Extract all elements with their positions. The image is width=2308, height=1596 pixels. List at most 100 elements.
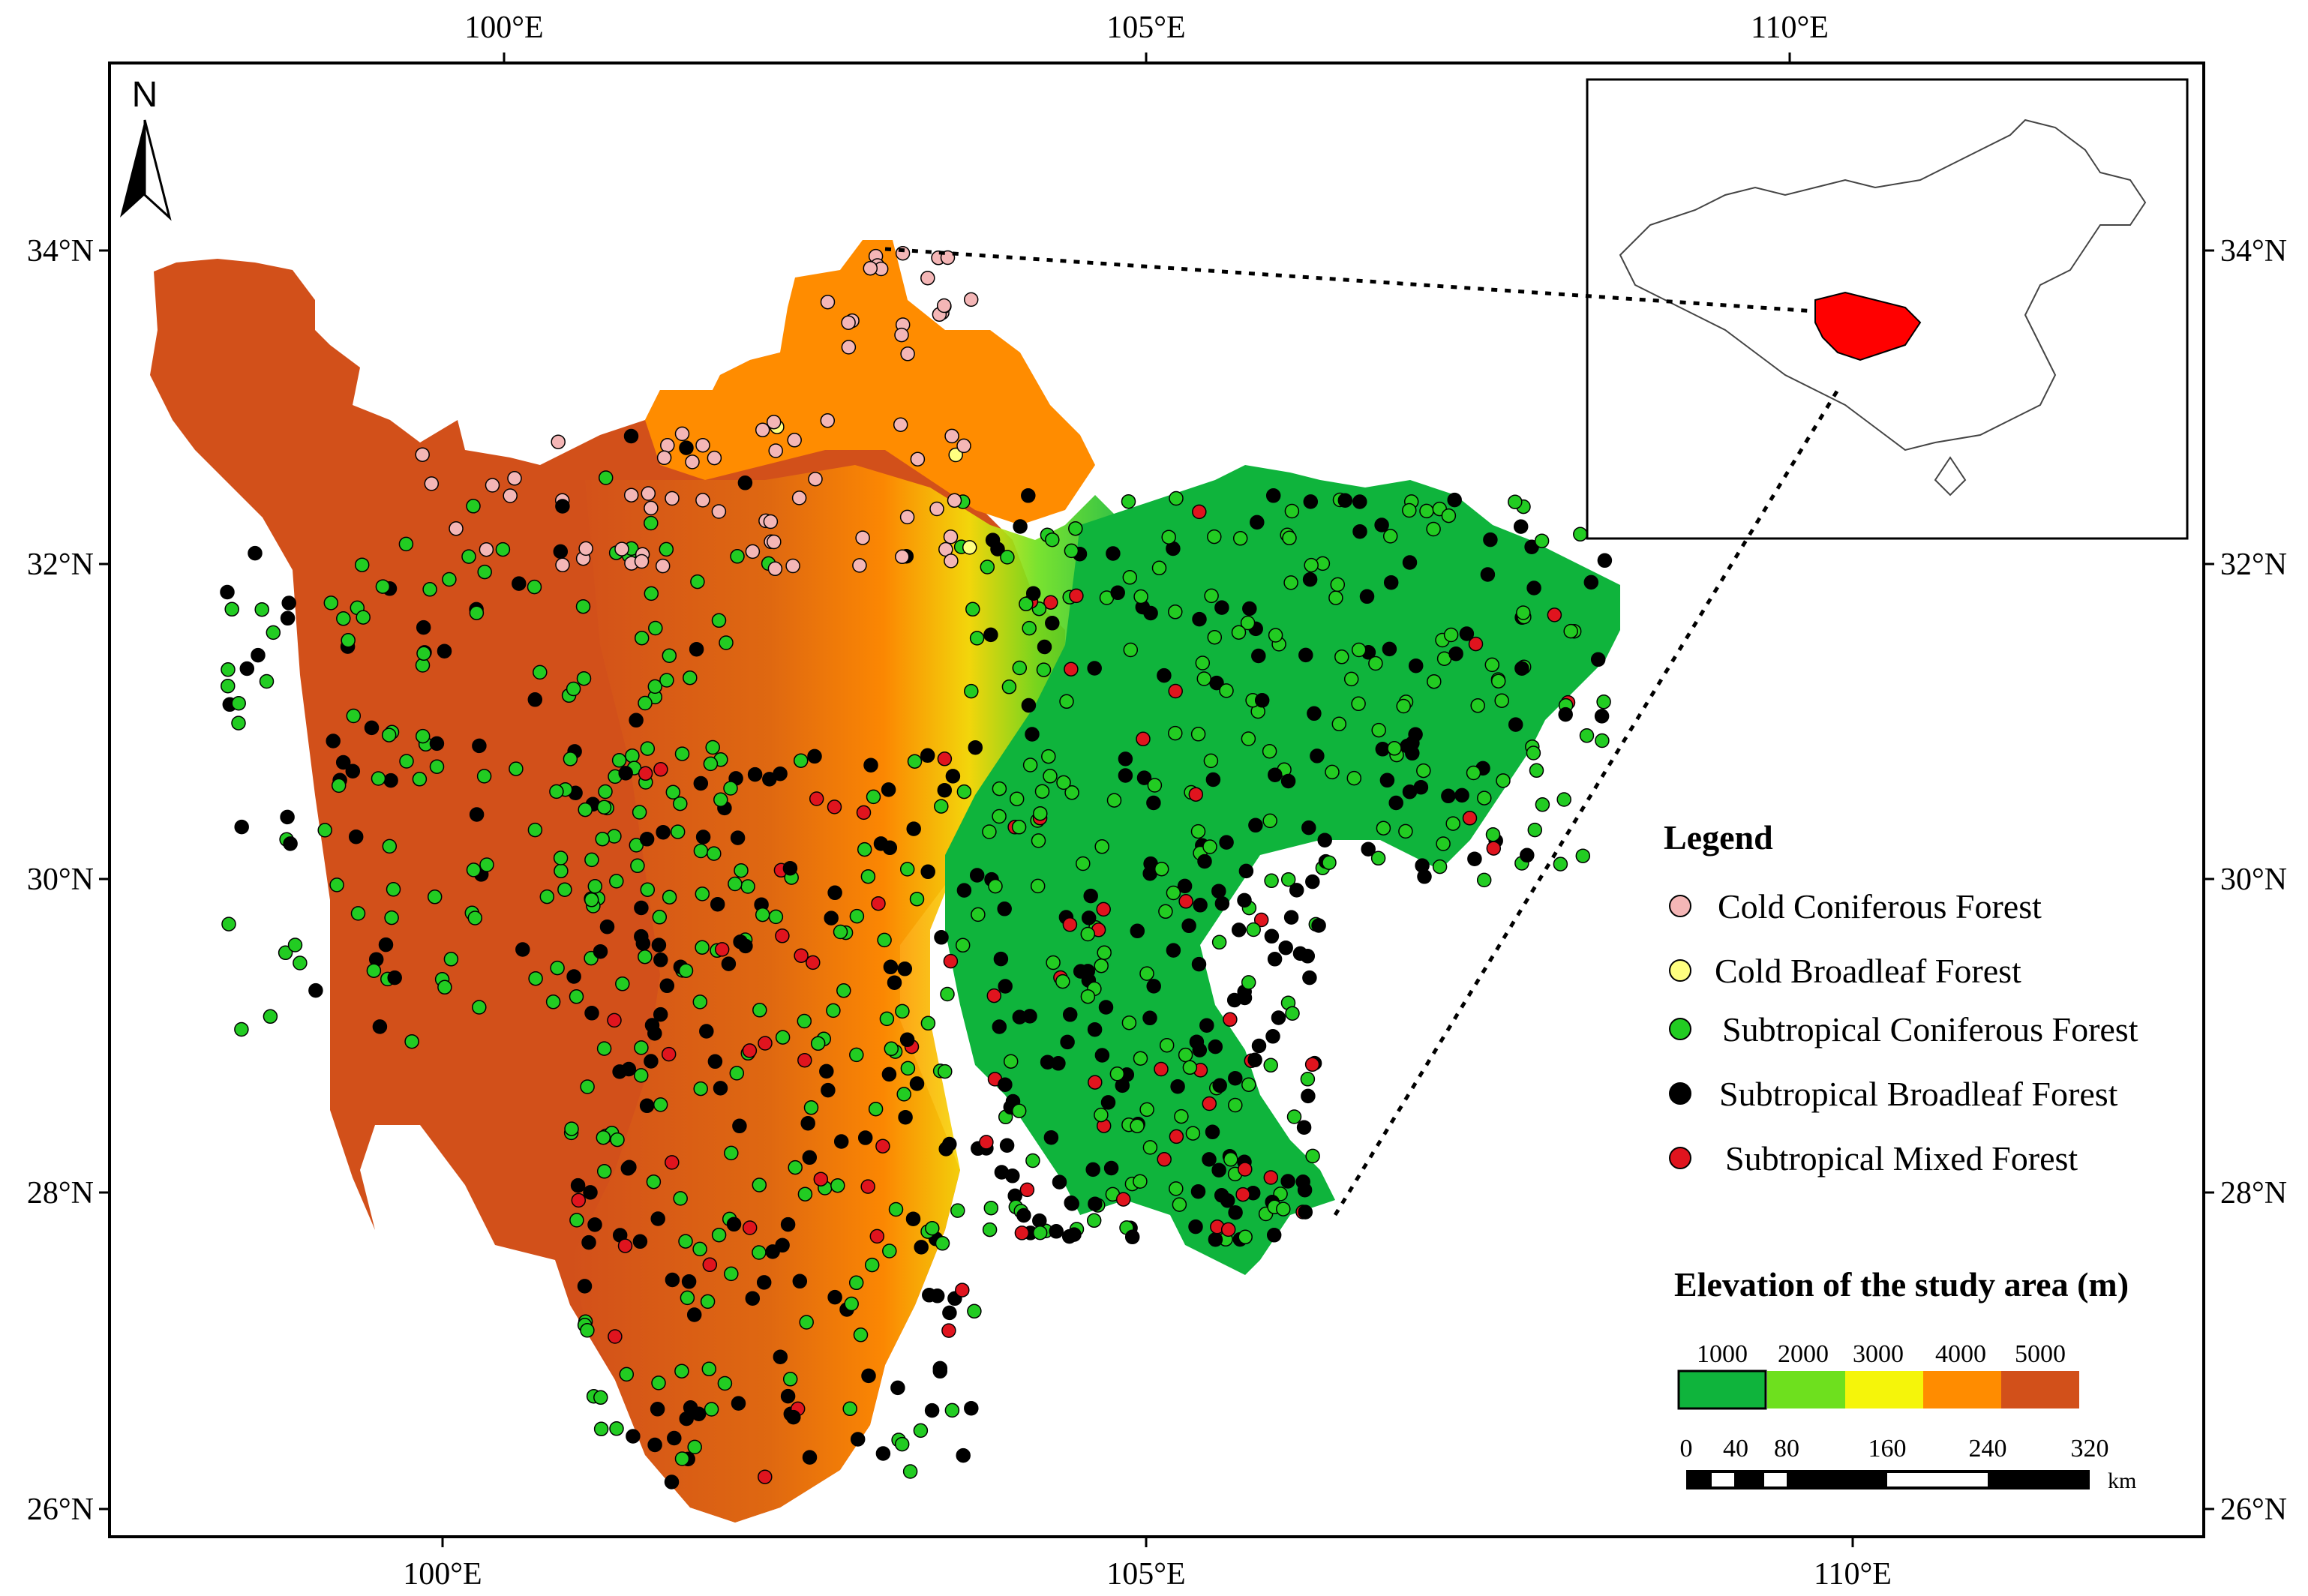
plot-point bbox=[1280, 872, 1296, 887]
plot-point bbox=[942, 1305, 957, 1321]
plot-point bbox=[528, 970, 543, 986]
plot-point bbox=[653, 1097, 668, 1112]
plot-point bbox=[890, 1380, 905, 1396]
plot-point bbox=[893, 417, 908, 432]
plot-point bbox=[1214, 600, 1229, 615]
plot-point bbox=[619, 1366, 635, 1382]
plot-point bbox=[466, 499, 481, 514]
plot-point bbox=[1069, 588, 1084, 604]
plot-point bbox=[938, 1142, 953, 1156]
plot-point bbox=[1052, 1174, 1067, 1190]
plot-point bbox=[248, 545, 263, 561]
plot-point bbox=[1190, 1184, 1206, 1199]
plot-point bbox=[566, 969, 581, 984]
plot-point bbox=[1246, 922, 1261, 938]
plot-point bbox=[802, 1150, 818, 1166]
plot-point bbox=[639, 832, 655, 847]
plot-point bbox=[1382, 641, 1397, 657]
plot-point bbox=[1202, 1152, 1217, 1167]
plot-point bbox=[1416, 763, 1431, 778]
plot-point bbox=[1188, 1219, 1203, 1234]
plot-point bbox=[664, 1474, 680, 1490]
plot-point bbox=[224, 602, 239, 617]
plot-point bbox=[1003, 1054, 1019, 1069]
plot-point bbox=[1594, 709, 1610, 724]
plot-point bbox=[555, 499, 570, 514]
plot-point bbox=[807, 748, 822, 764]
plot-point bbox=[871, 896, 886, 911]
bottom-longitude-axis: 100°E 105°E 110°E bbox=[403, 1537, 1892, 1592]
plot-point bbox=[1508, 717, 1523, 732]
plot-point bbox=[1228, 1204, 1243, 1220]
plot-point bbox=[1166, 885, 1181, 901]
plot-point bbox=[756, 1275, 772, 1290]
plot-point bbox=[1426, 521, 1441, 537]
plot-point bbox=[371, 771, 386, 786]
bottom-lon-label-105: 105°E bbox=[1106, 1557, 1185, 1592]
plot-point bbox=[1535, 797, 1550, 812]
plot-point bbox=[910, 452, 926, 466]
plot-point bbox=[356, 610, 371, 625]
top-lon-label-110: 110°E bbox=[1751, 10, 1829, 45]
plot-point bbox=[1490, 674, 1506, 688]
north-label: N bbox=[132, 75, 158, 115]
plot-point bbox=[632, 805, 647, 820]
plot-point bbox=[644, 500, 659, 516]
plot-point bbox=[674, 1451, 690, 1466]
legend-title: Legend bbox=[1664, 818, 1773, 856]
plot-point bbox=[634, 1040, 649, 1055]
plot-point bbox=[726, 1216, 742, 1232]
plot-point bbox=[730, 830, 746, 845]
plot-point bbox=[571, 1192, 587, 1208]
plot-point bbox=[1263, 1058, 1278, 1073]
plot-point bbox=[1085, 1162, 1100, 1178]
plot-point bbox=[1168, 604, 1183, 620]
plot-point bbox=[644, 586, 659, 602]
plot-point bbox=[593, 944, 608, 959]
right-lat-label-28: 28°N bbox=[2220, 1176, 2287, 1210]
plot-point bbox=[1076, 856, 1091, 872]
elevation-swatch-5 bbox=[2001, 1371, 2079, 1408]
plot-point bbox=[1558, 706, 1573, 722]
plot-point bbox=[665, 784, 681, 800]
plot-point bbox=[1368, 656, 1383, 671]
north-arrow-icon: N bbox=[120, 75, 172, 221]
plot-point bbox=[1300, 1072, 1316, 1087]
left-lat-label-26: 26°N bbox=[27, 1492, 94, 1527]
plot-point bbox=[1088, 1196, 1103, 1211]
plot-point bbox=[1064, 785, 1079, 800]
plot-point bbox=[1190, 727, 1206, 742]
plot-point bbox=[1285, 1006, 1300, 1021]
plot-point bbox=[833, 1134, 849, 1149]
plot-point bbox=[1087, 661, 1102, 676]
plot-point bbox=[1033, 806, 1048, 821]
plot-point bbox=[1166, 943, 1181, 958]
legend-label-subtropical-broadleaf: Subtropical Broadleaf Forest bbox=[1719, 1075, 2118, 1113]
plot-point bbox=[943, 529, 959, 544]
plot-point bbox=[1485, 827, 1501, 842]
right-lat-label-32: 32°N bbox=[2220, 548, 2287, 582]
plot-point bbox=[711, 613, 727, 628]
elevation-swatch-2 bbox=[1767, 1371, 1845, 1408]
plot-point bbox=[695, 886, 710, 902]
plot-point bbox=[674, 426, 690, 442]
plot-point bbox=[755, 907, 770, 922]
plot-point bbox=[1302, 572, 1318, 587]
plot-point bbox=[1417, 869, 1432, 884]
plot-point bbox=[766, 414, 782, 430]
plot-point bbox=[1476, 872, 1492, 888]
scale-label-0: 0 bbox=[1680, 1435, 1693, 1462]
plot-point bbox=[938, 1064, 953, 1079]
plot-point bbox=[220, 584, 235, 600]
plot-point bbox=[1351, 696, 1366, 712]
plot-point bbox=[429, 736, 445, 752]
plot-point bbox=[1212, 1078, 1227, 1094]
plot-point bbox=[412, 772, 428, 787]
plot-point bbox=[724, 1145, 739, 1161]
plot-point bbox=[656, 824, 671, 840]
top-longitude-axis: 100°E 105°E 110°E bbox=[464, 10, 1829, 63]
plot-point bbox=[1250, 514, 1265, 530]
plot-point bbox=[1264, 873, 1279, 889]
plot-point bbox=[479, 857, 494, 872]
left-lat-label-32: 32°N bbox=[27, 548, 94, 582]
